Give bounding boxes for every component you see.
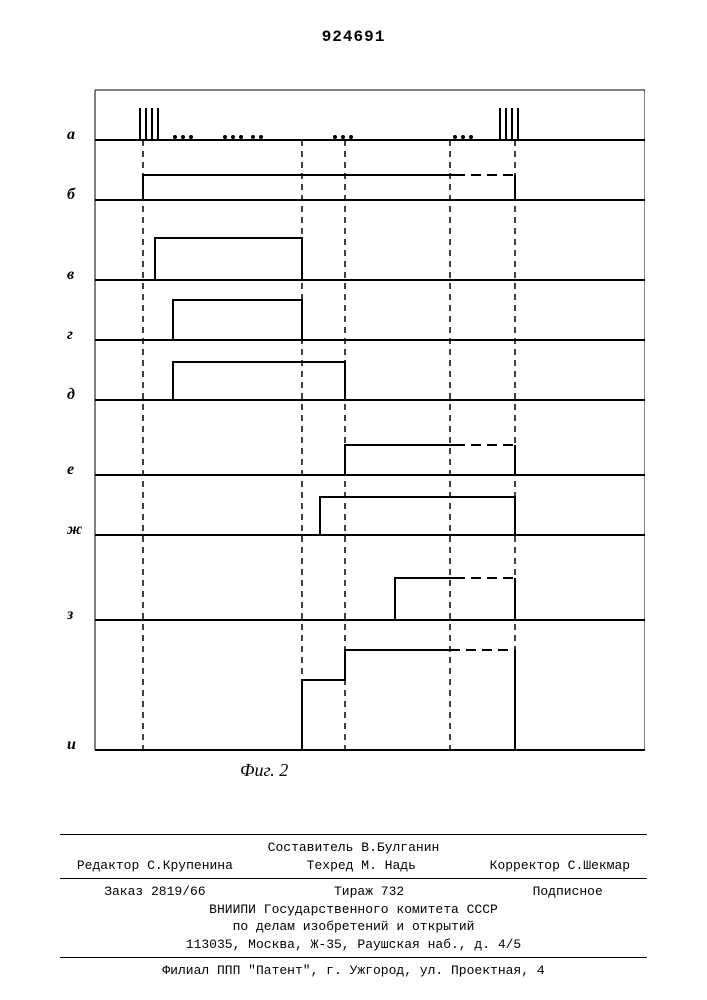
row-label-5: е: [67, 461, 74, 479]
figure-label: Фиг. 2: [240, 760, 288, 781]
edition: Тираж 732: [334, 883, 404, 901]
patent-page: 924691 Фиг. 2 Составитель В.Булганин Ред…: [0, 0, 707, 1000]
subscription: Подписное: [533, 883, 603, 901]
techred: Техред М. Надь: [307, 857, 416, 875]
editor: Редактор С.Крупенина: [77, 857, 233, 875]
row-label-2: в: [67, 266, 74, 284]
order-row: Заказ 2819/66 Тираж 732 Подписное: [0, 883, 707, 901]
row-label-1: б: [67, 186, 75, 204]
row-label-8: и: [67, 736, 76, 754]
org-line-2: по делам изобретений и открытий: [0, 918, 707, 936]
address-line: 113035, Москва, Ж-35, Раушская наб., д. …: [0, 936, 707, 954]
row-label-3: г: [67, 326, 73, 344]
timing-svg: [55, 80, 645, 760]
footer-block: Составитель В.Булганин Редактор С.Крупен…: [0, 830, 707, 980]
row-label-7: з: [67, 606, 73, 624]
row-label-6: ж: [67, 521, 82, 539]
compiler-line: Составитель В.Булганин: [0, 839, 707, 857]
branch-line: Филиал ППП "Патент", г. Ужгород, ул. Про…: [0, 962, 707, 980]
row-label-4: д: [67, 386, 75, 404]
org-line-1: ВНИИПИ Государственного комитета СССР: [0, 901, 707, 919]
order: Заказ 2819/66: [104, 883, 205, 901]
patent-number: 924691: [0, 28, 707, 46]
editorial-row: Редактор С.Крупенина Техред М. Надь Корр…: [0, 857, 707, 875]
corrector: Корректор С.Шекмар: [490, 857, 630, 875]
timing-diagram: [55, 80, 645, 760]
row-label-0: а: [67, 126, 75, 144]
